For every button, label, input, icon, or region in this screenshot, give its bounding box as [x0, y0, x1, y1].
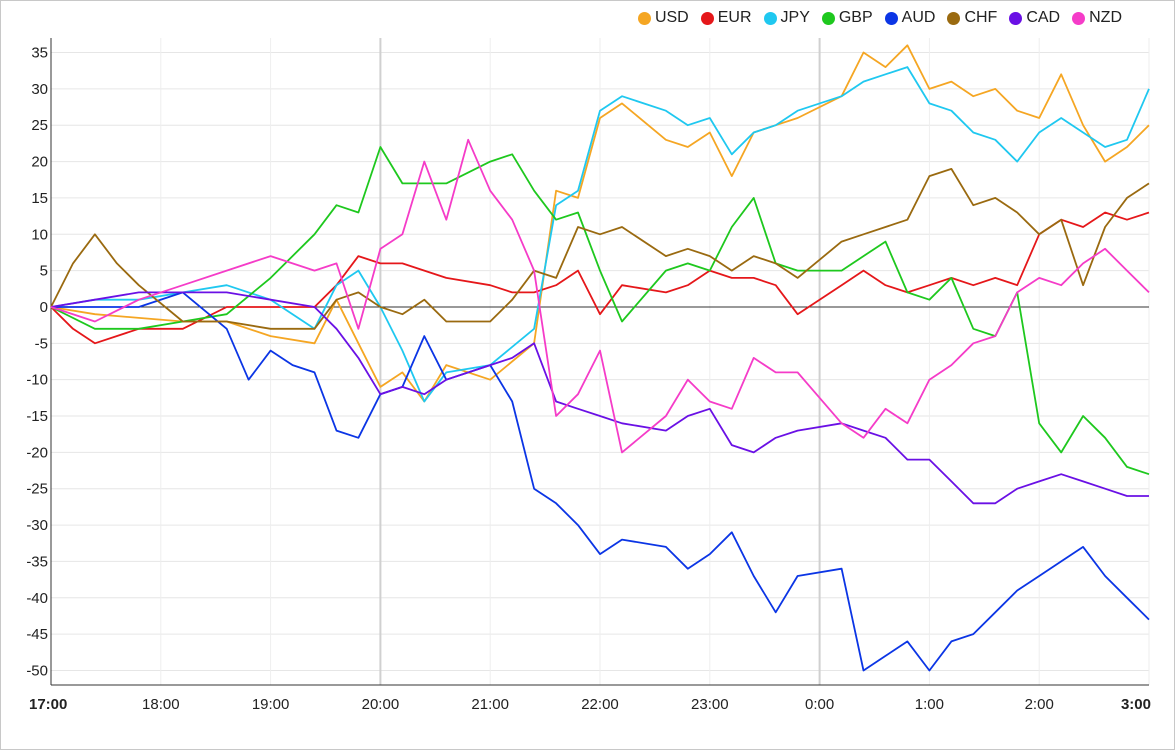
y-tick-label: -50 — [26, 662, 48, 679]
y-tick-label: -45 — [26, 626, 48, 643]
legend-dot-icon — [821, 11, 835, 25]
y-tick-label: 15 — [31, 190, 48, 207]
legend-dot-icon — [884, 11, 898, 25]
legend-label: CAD — [1026, 9, 1061, 26]
legend-label: EUR — [717, 9, 752, 26]
legend-label: CHF — [964, 9, 998, 26]
legend-label: USD — [654, 9, 689, 26]
x-tick-label: 2:00 — [1025, 696, 1054, 713]
legend: USD EUR JPY GBP AUD CHF CAD NZD — [637, 9, 1122, 27]
y-tick-label: 0 — [40, 299, 48, 316]
x-tick-label: 23:00 — [691, 696, 729, 713]
series-line-aud — [51, 291, 1150, 672]
x-tick-label: 21:00 — [471, 696, 509, 713]
legend-label: AUD — [901, 9, 936, 26]
legend-dot-icon — [763, 11, 777, 25]
legend-item-usd[interactable]: USD — [637, 9, 689, 27]
y-tick-label: -40 — [26, 590, 48, 607]
y-tick-label: -35 — [26, 553, 48, 570]
legend-label: NZD — [1089, 9, 1122, 26]
y-tick-label: -15 — [26, 408, 48, 425]
x-tick-label: 1:00 — [915, 696, 944, 713]
y-tick-label: -10 — [26, 372, 48, 389]
x-tick-label: 17:00 — [29, 696, 67, 713]
legend-label: JPY — [780, 9, 810, 26]
legend-dot-icon — [637, 11, 651, 25]
series-line-nzd — [50, 138, 1150, 454]
legend-item-aud[interactable]: AUD — [884, 9, 936, 27]
x-tick-label: 19:00 — [252, 696, 290, 713]
legend-dot-icon — [700, 11, 714, 25]
y-tick-label: -20 — [26, 444, 48, 461]
y-tick-label: 30 — [31, 81, 48, 98]
y-tick-label: -30 — [26, 517, 48, 534]
legend-item-chf[interactable]: CHF — [947, 9, 997, 27]
legend-label: GBP — [838, 9, 873, 26]
series-line-cad — [50, 291, 1149, 505]
x-tick-label: 3:00 — [1121, 696, 1151, 713]
legend-item-jpy[interactable]: JPY — [763, 9, 810, 27]
y-tick-label: -5 — [35, 335, 48, 352]
series-line-jpy — [50, 66, 1150, 403]
y-tick-label: 20 — [31, 154, 48, 171]
legend-dot-icon — [947, 11, 961, 25]
series-line-usd — [50, 44, 1150, 403]
y-tick-label: 10 — [31, 226, 48, 243]
x-tick-label: 22:00 — [581, 696, 619, 713]
x-tick-label: 0:00 — [805, 696, 834, 713]
y-tick-label: 35 — [31, 45, 48, 62]
series-line-chf — [50, 168, 1150, 330]
legend-dot-icon — [1072, 11, 1086, 25]
y-tick-label: 25 — [31, 117, 48, 134]
legend-item-nzd[interactable]: NZD — [1072, 9, 1122, 27]
legend-item-gbp[interactable]: GBP — [821, 9, 873, 27]
y-tick-label: 5 — [40, 263, 48, 280]
legend-dot-icon — [1009, 11, 1023, 25]
y-tick-label: -25 — [26, 481, 48, 498]
x-tick-label: 20:00 — [362, 696, 400, 713]
x-tick-label: 18:00 — [142, 696, 180, 713]
legend-item-eur[interactable]: EUR — [700, 9, 752, 27]
legend-item-cad[interactable]: CAD — [1009, 9, 1060, 27]
